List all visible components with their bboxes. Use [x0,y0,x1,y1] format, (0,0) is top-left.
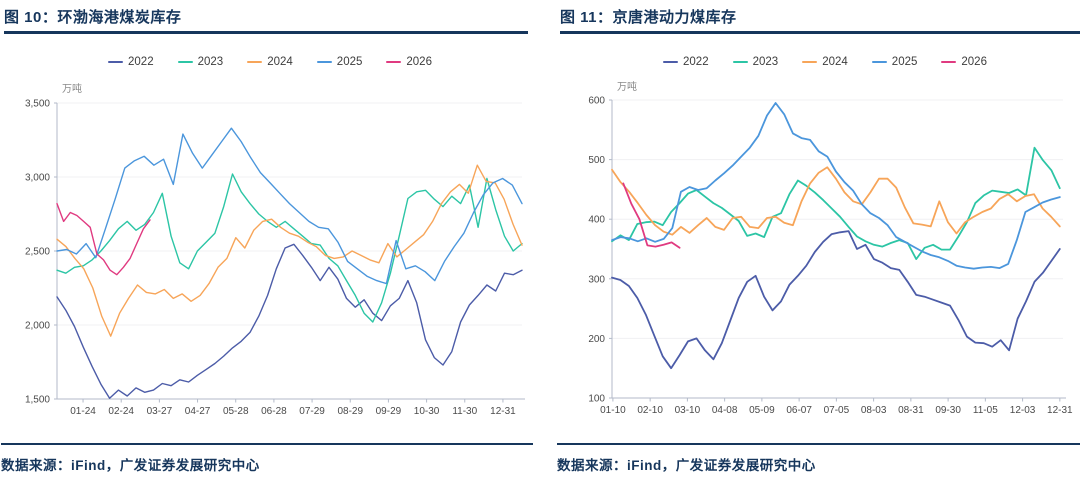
x-tick-label: 09-30 [935,405,961,416]
y-tick-label: 3,500 [25,99,50,110]
x-tick-label: 01-10 [600,405,626,416]
series-line-2026 [622,182,681,249]
legend-item-2026: 2026 [386,56,432,68]
series-line-2023 [56,173,523,323]
y-tick-label: 3,000 [25,173,50,184]
legend-swatch-2023 [177,60,193,64]
y-axis-unit-label: 万吨 [617,82,637,93]
legend-item-2025: 2025 [316,56,363,68]
figure-title: 图 10：环渤海港煤炭库存 [4,9,182,26]
y-tick-label: 600 [588,96,605,107]
legend-item-2022: 2022 [108,56,154,68]
legend-label: 2022 [683,56,709,68]
legend: 2022 2023 2024 2025 2026 [540,56,1080,68]
line-chart-jingtang-port: 100 200 300 400 500 600 01-10 02-10 03-10 04-08 05… [588,96,1073,417]
legend-item-2026: 2026 [941,56,987,68]
legend: 2022 2023 2024 2025 2026 [0,56,540,68]
x-tick-label: 03-27 [147,406,173,417]
x-tick-label: 08-31 [898,405,924,416]
legend-item-2024: 2024 [802,56,848,68]
y-axis-unit-label: 万吨 [62,84,82,95]
line-chart-bohai-ports: 1,500 2,000 2,500 3,000 3,500 01-24 02-24 03-27… [25,99,525,417]
legend-label: 2024 [822,56,848,68]
x-tick-label: 12-31 [490,406,516,417]
y-tick-label: 500 [588,155,605,166]
legend-item-2023: 2023 [732,56,779,68]
source-block: 数据来源：iFind，广发证券发展研究中心 [1,443,533,474]
x-tick-label: 05-09 [749,405,775,416]
legend-swatch-2025 [871,60,887,64]
x-tick-label: 12-31 [1047,405,1073,416]
source-block: 数据来源：iFind，广发证券发展研究中心 [557,443,1080,474]
source-text: 数据来源：iFind，广发证券发展研究中心 [1,457,260,473]
y-tick-label: 2,500 [25,247,50,258]
y-tick-label: 100 [588,394,605,405]
legend-item-2023: 2023 [177,56,224,68]
legend-swatch-2023 [732,60,748,64]
source-divider [557,443,1080,445]
x-tick-label: 09-29 [376,406,402,417]
legend-item-2025: 2025 [871,56,918,68]
legend-item-2024: 2024 [247,56,293,68]
legend-swatch-2026 [386,60,402,64]
series-line-2024 [56,164,523,337]
legend-swatch-2024 [247,60,263,64]
series-line-2022 [56,243,523,399]
figure-10-bohai-coal-inventory: 图 10：环渤海港煤炭库存 2022 2023 2024 2025 2026 万吨 1,… [0,9,540,474]
figure-11-jingtang-coal-inventory: 图 11：京唐港动力煤库存 2022 2023 2024 2025 2026 万吨 10… [540,0,1080,484]
series-line-2025 [611,102,1061,270]
x-tick-label: 02-24 [108,406,134,417]
series-line-2022 [611,230,1061,370]
y-tick-label: 400 [588,215,605,226]
x-tick-label: 08-03 [861,405,887,416]
legend-label: 2024 [267,56,293,68]
legend-label: 2022 [128,56,154,68]
legend-label: 2025 [336,56,363,68]
x-tick-label: 11-30 [452,406,477,417]
y-tick-label: 300 [588,274,605,285]
legend-label: 2026 [961,56,987,68]
legend-label: 2023 [197,56,224,68]
legend-swatch-2022 [663,60,679,64]
series-line-2024 [611,166,1061,236]
x-tick-label: 12-03 [1010,405,1036,416]
y-tick-label: 200 [588,334,605,345]
legend-swatch-2025 [316,60,332,64]
legend-label: 2025 [891,56,918,68]
legend-label: 2023 [752,56,779,68]
x-tick-label: 04-27 [185,406,211,417]
x-tick-label: 10-30 [414,406,440,417]
x-tick-label: 04-08 [712,405,738,416]
source-divider [1,443,533,445]
x-tick-label: 01-24 [70,406,96,417]
figure-title: 图 11：京唐港动力煤库存 [560,9,737,26]
x-tick-label: 07-05 [824,405,850,416]
x-tick-label: 07-29 [299,406,325,417]
x-tick-label: 05-28 [223,406,249,417]
x-tick-label: 02-10 [637,405,663,416]
y-tick-label: 1,500 [25,395,50,406]
legend-swatch-2022 [108,60,124,64]
x-tick-label: 08-29 [337,406,363,417]
x-tick-label: 03-10 [675,405,701,416]
legend-item-2022: 2022 [663,56,709,68]
series-line-2023 [611,146,1061,261]
series-line-2026 [56,202,151,276]
x-tick-label: 11-05 [973,405,998,416]
x-tick-label: 06-07 [786,405,812,416]
title-underline [4,31,528,34]
x-tick-label: 06-28 [261,406,287,417]
title-underline [560,31,1080,34]
legend-label: 2026 [406,56,432,68]
source-text: 数据来源：iFind，广发证券发展研究中心 [557,457,816,473]
series-line-2025 [56,127,523,285]
legend-swatch-2026 [941,60,957,64]
y-tick-label: 2,000 [25,321,50,332]
legend-swatch-2024 [802,60,818,64]
